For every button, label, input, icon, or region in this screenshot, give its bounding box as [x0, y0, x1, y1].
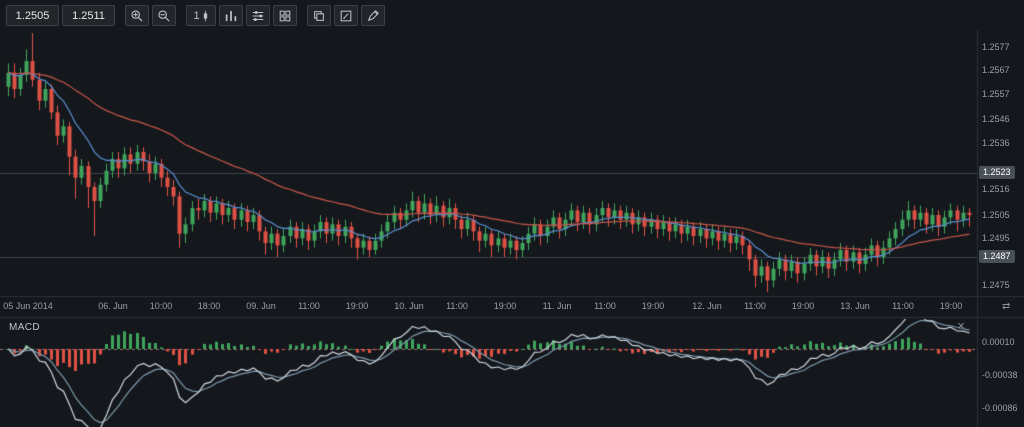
marker-pen-icon: [368, 9, 379, 21]
timeframe-label: 1: [193, 9, 200, 22]
time-scale-icon[interactable]: ⇄: [1002, 301, 1011, 312]
price-tick-label: 1.2516: [982, 184, 1010, 194]
time-tick-label: 09. Jun: [246, 301, 276, 311]
price-tick-label: 1.2536: [982, 138, 1010, 148]
time-tick-label: 19:00: [641, 301, 665, 311]
sell-price-button[interactable]: 1.2505: [6, 5, 59, 26]
draw-button[interactable]: [334, 5, 358, 26]
price-tick-label: 1.2495: [982, 233, 1010, 243]
grid-icon: [279, 10, 291, 21]
time-tick-label: 10. Jun: [394, 301, 424, 311]
price-tick-label: 1.2546: [982, 114, 1010, 124]
zoom-in-button[interactable]: [125, 5, 149, 26]
copy-icon: [314, 10, 324, 21]
macd-tick-label: 0.00010: [982, 337, 1015, 347]
price-tick-label: 1.2577: [982, 42, 1010, 52]
price-tick-label: 1.2557: [982, 89, 1010, 99]
price-level-badge: 1.2487: [979, 250, 1015, 263]
zoom-out-button[interactable]: [152, 5, 176, 26]
time-tick-label: 19:00: [791, 301, 815, 311]
price-level-badge: 1.2523: [979, 166, 1015, 179]
macd-title: MACD: [9, 322, 41, 333]
time-tick-label: 11:00: [446, 301, 468, 311]
time-tick-label: 05 Jun 2014: [3, 301, 53, 311]
time-tick-label: 11. Jun: [542, 301, 572, 311]
time-tick-label: 13. Jun: [840, 301, 870, 311]
time-tick-label: 11:00: [298, 301, 320, 311]
price-tick-label: 1.2567: [982, 65, 1010, 75]
price-tick-label: 1.2505: [982, 210, 1010, 220]
templates-button[interactable]: [273, 5, 297, 26]
macd-tick-label: -0.00086: [982, 403, 1018, 413]
timeframe-candle-icon: [203, 10, 207, 21]
bar-chart-icon: [225, 10, 237, 21]
time-tick-label: 11:00: [594, 301, 616, 311]
macd-tick-label: -0.00038: [982, 370, 1018, 380]
time-axis[interactable]: 05 Jun 2014 06. Jun 10:00 18:00 09. Jun 11:00…: [0, 299, 977, 315]
sliders-icon: [252, 10, 264, 21]
timeframe-button[interactable]: 1: [186, 5, 216, 26]
pencil-square-icon: [340, 10, 352, 21]
time-tick-label: 11:00: [892, 301, 914, 311]
time-tick-label: 19:00: [493, 301, 517, 311]
time-tick-label: 19:00: [345, 301, 369, 311]
zoom-in-icon: [131, 9, 143, 21]
zoom-out-icon: [158, 9, 170, 21]
time-tick-label: 18:00: [197, 301, 221, 311]
time-tick-label: 06. Jun: [98, 301, 128, 311]
macd-close-button[interactable]: ×: [957, 318, 965, 333]
buy-price-button[interactable]: 1.2511: [62, 5, 115, 26]
chart-toolbar: 1.2505 1.2511 1: [6, 5, 385, 26]
indicators-button[interactable]: [246, 5, 270, 26]
time-tick-label: 19:00: [939, 301, 963, 311]
chart-type-button[interactable]: [219, 5, 243, 26]
duplicate-chart-button[interactable]: [307, 5, 331, 26]
price-tick-label: 1.2475: [982, 280, 1010, 290]
price-axis[interactable]: 1.2577 1.2567 1.2557 1.2546 1.2536 1.2516 1.25…: [978, 0, 1024, 427]
marker-button[interactable]: [361, 5, 385, 26]
time-tick-label: 11:00: [744, 301, 766, 311]
time-tick-label: 10:00: [149, 301, 173, 311]
time-tick-label: 12. Jun: [692, 301, 722, 311]
